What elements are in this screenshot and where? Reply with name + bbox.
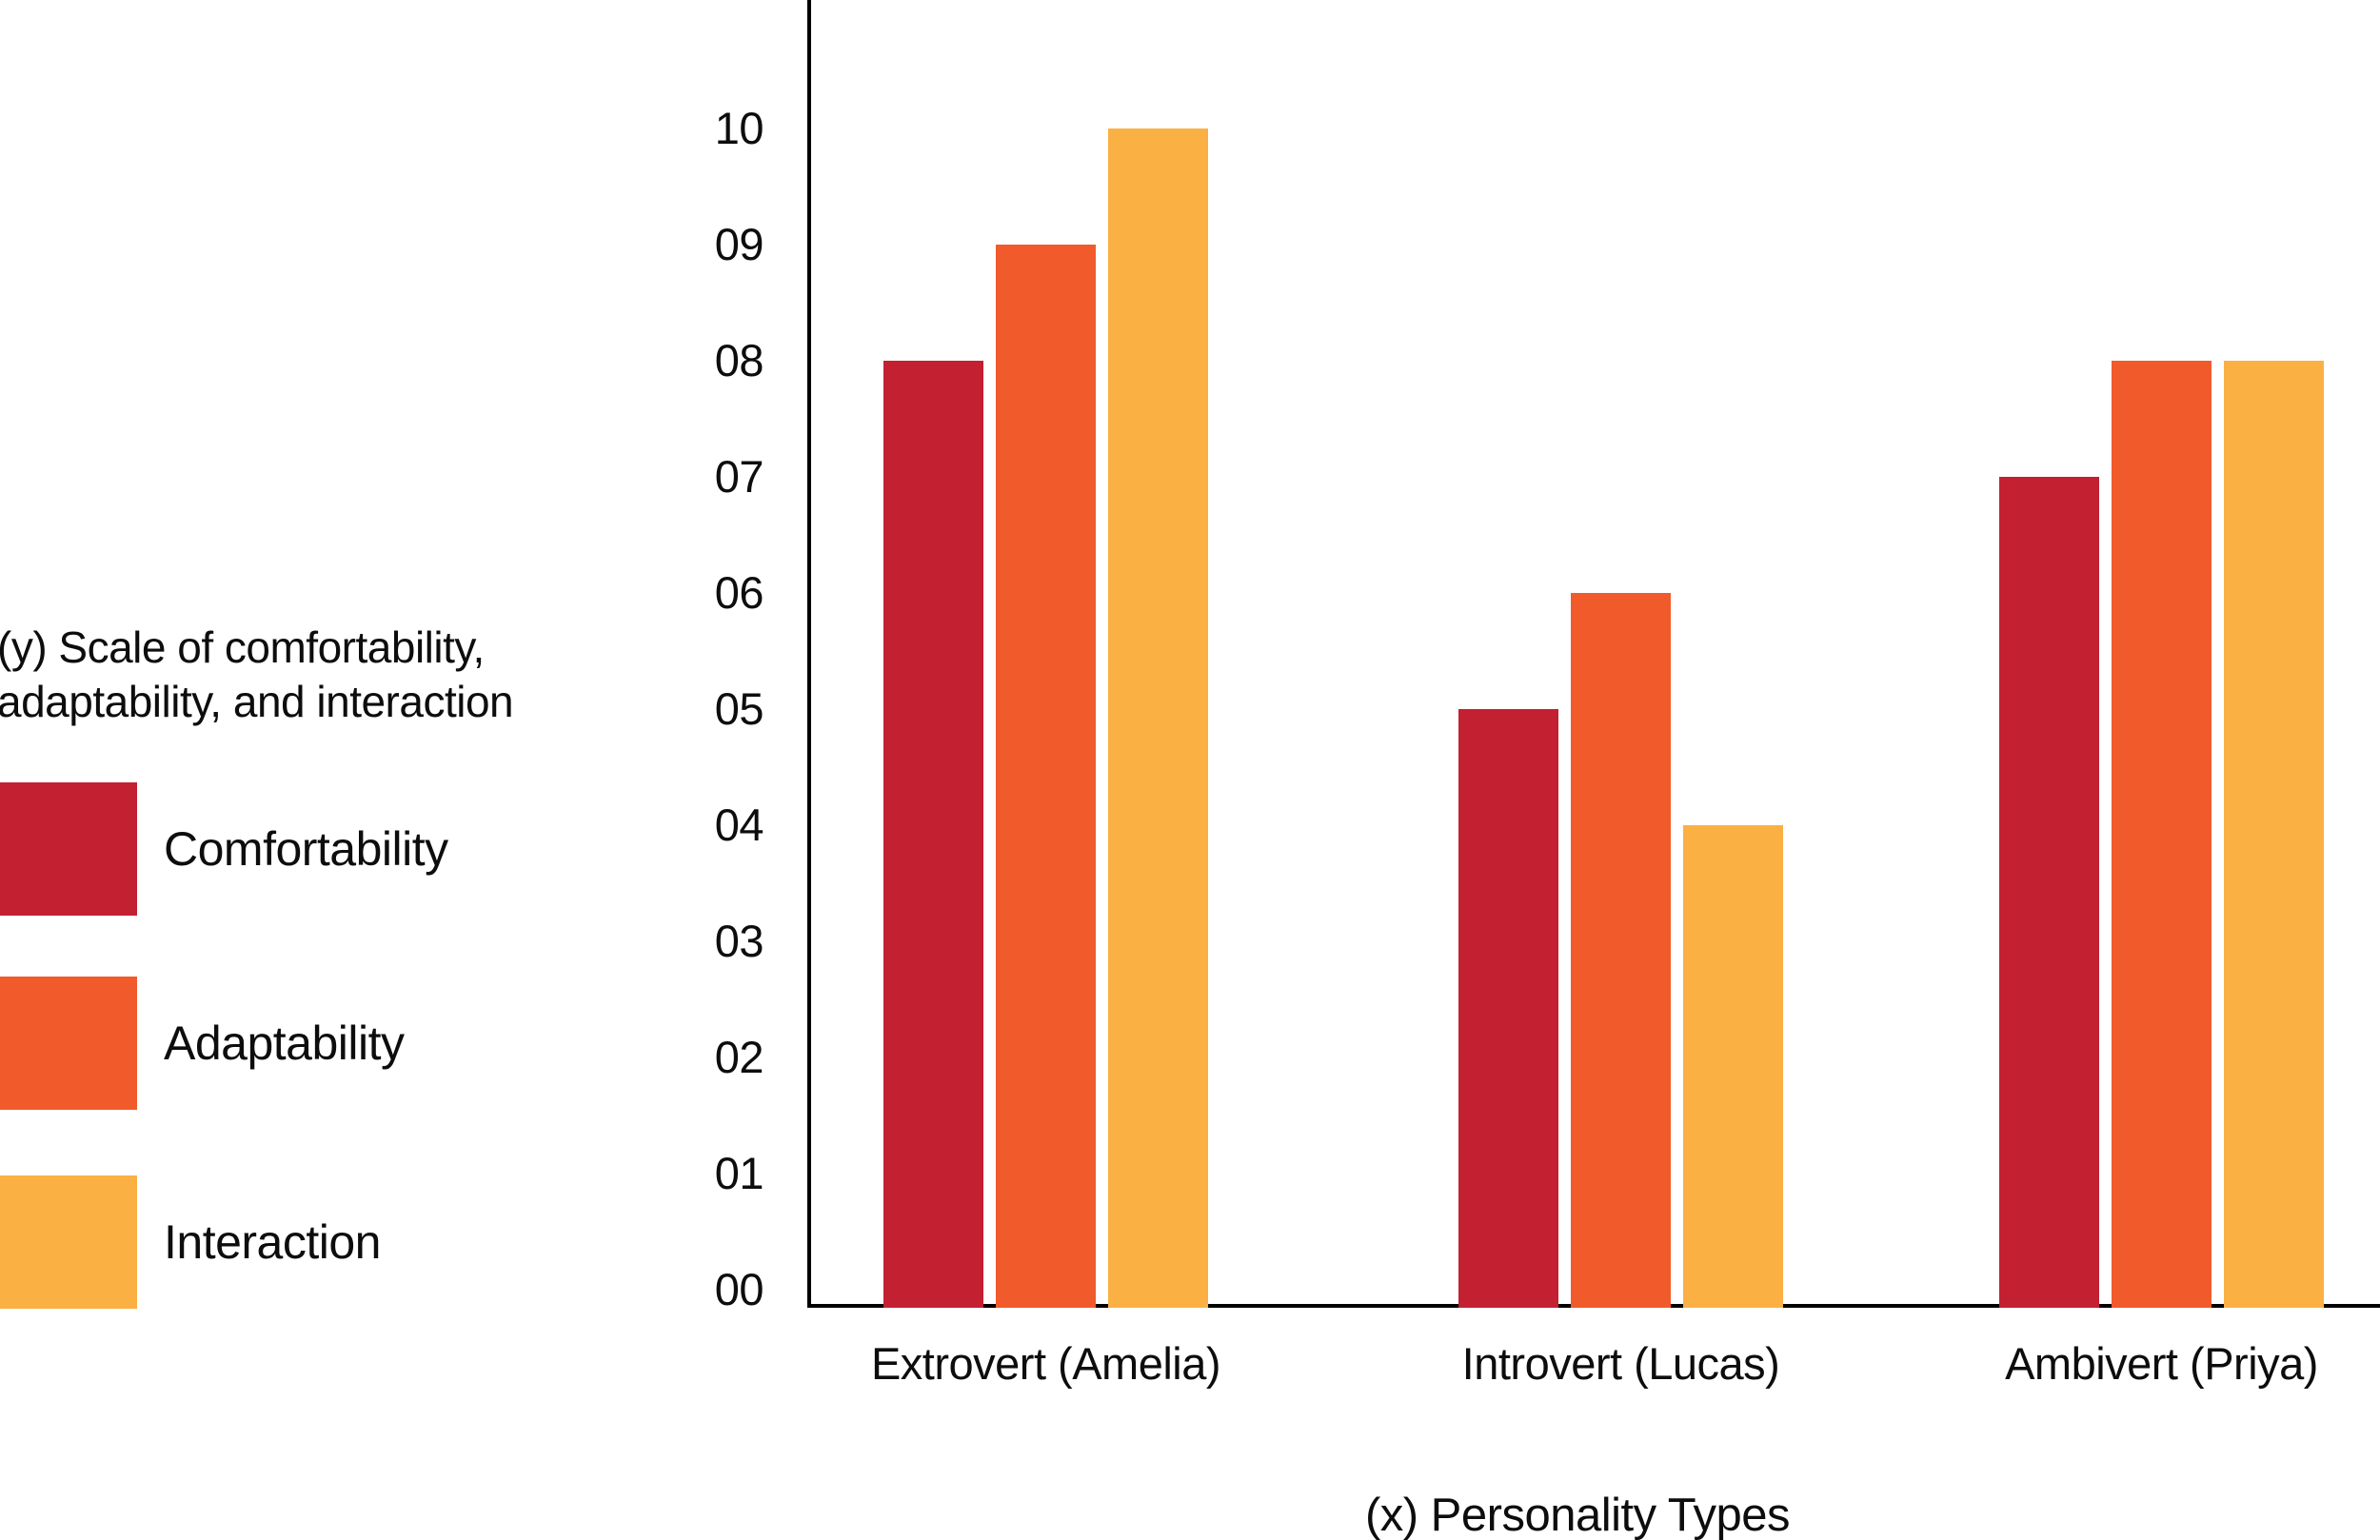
bar-ambivert-priya-interaction: [2224, 361, 2324, 1308]
bar-introvert-lucas-interaction: [1683, 825, 1783, 1308]
y-tick-label-00: 00: [714, 1264, 764, 1314]
y-tick-label-05: 05: [714, 683, 764, 734]
x-category-label-introvert-lucas: Introvert (Lucas): [1461, 1338, 1780, 1389]
legend-swatch-interaction: [0, 1175, 137, 1309]
bar-extrovert-amelia-interaction: [1108, 128, 1208, 1308]
x-axis-title: (x) Personality Types: [1364, 1490, 1791, 1540]
bar-extrovert-amelia-comfortability: [883, 361, 983, 1308]
y-tick-label-07: 07: [714, 451, 764, 502]
x-category-label-extrovert-amelia: Extrovert (Amelia): [870, 1338, 1221, 1389]
x-category-label-ambivert-priya: Ambivert (Priya): [2005, 1338, 2318, 1389]
bar-introvert-lucas-adaptability: [1571, 593, 1671, 1308]
y-tick-label-09: 09: [714, 219, 764, 269]
y-axis-line: [807, 0, 811, 1308]
bar-ambivert-priya-comfortability: [1999, 477, 2099, 1308]
legend-label-interaction: Interaction: [164, 1215, 381, 1269]
y-axis-title-line2: adaptability, and interaction: [0, 677, 514, 726]
y-tick-label-02: 02: [714, 1032, 764, 1082]
y-tick-label-04: 04: [714, 800, 764, 850]
legend-swatch-adaptability: [0, 977, 137, 1110]
legend-label-adaptability: Adaptability: [164, 1017, 405, 1070]
y-tick-label-08: 08: [714, 335, 764, 385]
legend-label-comfortability: Comfortability: [164, 822, 448, 876]
y-axis-title: (y) Scale of comfortability, adaptabilit…: [0, 621, 514, 729]
bar-ambivert-priya-adaptability: [2112, 361, 2211, 1308]
y-tick-label-03: 03: [714, 916, 764, 966]
bar-introvert-lucas-comfortability: [1458, 709, 1558, 1308]
y-tick-label-06: 06: [714, 567, 764, 618]
y-tick-label-01: 01: [714, 1148, 764, 1198]
legend-swatch-comfortability: [0, 782, 137, 916]
y-tick-label-10: 10: [714, 103, 764, 153]
bar-extrovert-amelia-adaptability: [996, 245, 1096, 1308]
y-axis-title-line1: (y) Scale of comfortability,: [0, 622, 485, 672]
